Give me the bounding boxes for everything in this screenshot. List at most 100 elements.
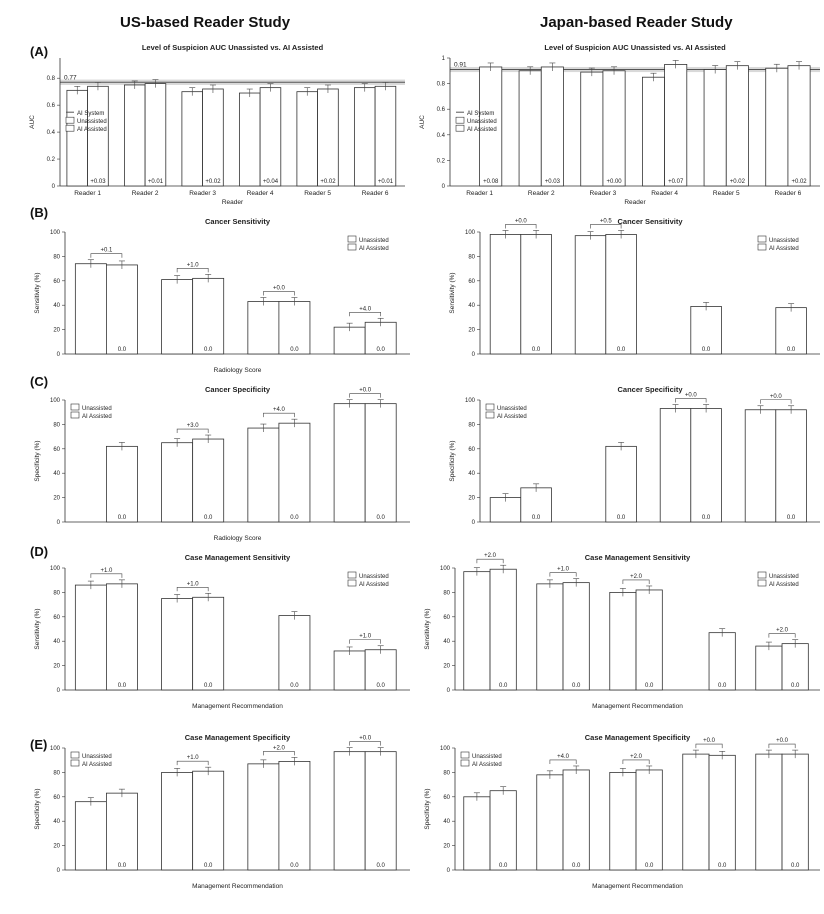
legend-swatch xyxy=(70,411,80,419)
bar-value-label: 0.0 xyxy=(791,863,800,869)
legend: AI System Unassisted AI Assisted xyxy=(65,111,107,133)
bar-unassisted xyxy=(333,403,366,523)
bar-ai-assisted xyxy=(690,306,722,355)
bracket-label: +2.0 xyxy=(776,628,789,634)
bar-value-label: 0.0 xyxy=(787,347,796,353)
bar-ai-assisted xyxy=(708,632,736,691)
y-tick-label: 40 xyxy=(468,303,475,309)
y-tick-label: 20 xyxy=(443,664,450,670)
x-axis-label: Reader xyxy=(624,199,646,206)
bar-unassisted xyxy=(161,772,194,871)
bar-value-label: +0.02 xyxy=(320,179,336,185)
chart-e-right: Case Management Specificity 0 20 40 60 80 100 S… xyxy=(424,733,820,890)
bar-value-label: +0.02 xyxy=(791,179,807,185)
y-tick-label: 0.2 xyxy=(47,157,56,163)
bar-unassisted xyxy=(333,326,366,355)
legend-swatch xyxy=(70,759,80,767)
chart-title: Cancer Specificity xyxy=(205,385,271,394)
panel-label-e: (E) xyxy=(30,737,48,752)
bracket-label: +1.0 xyxy=(187,262,200,268)
bar-value-label: +0.02 xyxy=(205,179,221,185)
bar-unassisted xyxy=(333,751,366,871)
chart-title: Case Management Sensitivity xyxy=(585,553,691,562)
x-axis-label: Radiology Score xyxy=(214,367,262,374)
legend-label: Unassisted xyxy=(359,238,389,244)
chart-title: Case Management Specificity xyxy=(185,733,291,742)
bar-ai-assisted xyxy=(278,301,311,355)
y-tick-label: 40 xyxy=(53,303,60,309)
legend-swatch xyxy=(485,411,495,419)
bar-value-label: 0.0 xyxy=(118,347,127,353)
bar-ai-assisted xyxy=(489,568,517,691)
bar-ai-assisted xyxy=(781,753,809,871)
bar-unassisted xyxy=(574,235,607,355)
chart-d-right: Case Management Sensitivity 0 20 40 60 80 100 S… xyxy=(424,553,820,710)
bar-ai-assisted xyxy=(635,589,663,691)
y-tick-label: 0 xyxy=(472,352,476,358)
y-tick-label: 80 xyxy=(468,422,475,428)
legend-label: Unassisted xyxy=(82,406,112,412)
x-tick-label: Reader 6 xyxy=(362,190,389,197)
bar-unassisted xyxy=(580,71,604,187)
x-tick-label: Reader 2 xyxy=(132,190,159,197)
bar-value-label: 0.0 xyxy=(290,347,299,353)
bracket-label: +2.0 xyxy=(484,553,497,559)
y-axis-label: Specificity (%) xyxy=(34,440,41,481)
bar-unassisted xyxy=(74,801,107,871)
x-tick-label: Reader 6 xyxy=(775,190,802,197)
bar-value-label: +0.08 xyxy=(483,179,499,185)
y-tick-label: 60 xyxy=(468,279,475,285)
chart-c-left: Cancer Specificity 0 20 40 60 80 100 Specificit… xyxy=(34,385,410,542)
significance-bracket xyxy=(176,586,209,592)
chart-a-left: Level of Suspicion AUC Unassisted vs. AI… xyxy=(29,43,405,206)
bar-unassisted xyxy=(124,84,146,187)
y-tick-label: 100 xyxy=(440,746,451,752)
bar-ai-assisted xyxy=(106,583,138,691)
bar-ai-assisted xyxy=(106,264,138,355)
bar-value-label: 0.0 xyxy=(118,683,127,689)
bar-value-label: 0.0 xyxy=(204,515,213,521)
chart-b-left: Cancer Sensitivity 0 20 40 60 80 100 Sensitivit… xyxy=(34,217,410,374)
y-tick-label: 20 xyxy=(468,496,475,502)
legend: Unassisted AI Assisted xyxy=(485,403,527,420)
y-tick-label: 80 xyxy=(443,590,450,596)
y-tick-label: 60 xyxy=(468,447,475,453)
legend: Unassisted AI Assisted xyxy=(347,571,389,588)
bar-unassisted xyxy=(74,584,107,691)
bracket-label: +0.5 xyxy=(600,218,613,224)
y-tick-label: 60 xyxy=(443,795,450,801)
bar-unassisted xyxy=(247,763,280,871)
bar-value-label: +0.02 xyxy=(730,179,746,185)
y-tick-label: 60 xyxy=(53,795,60,801)
y-tick-label: 40 xyxy=(443,639,450,645)
bar-unassisted xyxy=(659,408,692,523)
bar-ai-assisted xyxy=(708,754,736,871)
significance-bracket xyxy=(695,743,723,749)
legend-swatch xyxy=(460,759,470,767)
y-tick-label: 20 xyxy=(53,664,60,670)
bar-value-label: 0.0 xyxy=(532,515,541,521)
legend-label: Unassisted xyxy=(467,119,497,125)
legend-swatch xyxy=(455,116,465,124)
bar-value-label: 0.0 xyxy=(791,683,800,689)
significance-bracket xyxy=(549,759,577,764)
bracket-label: +2.0 xyxy=(273,745,286,751)
bar-value-label: 0.0 xyxy=(499,683,508,689)
bar-unassisted xyxy=(536,774,564,871)
bracket-label: +1.0 xyxy=(359,634,372,640)
bar-ai-assisted xyxy=(725,65,749,187)
y-tick-label: 0.8 xyxy=(47,76,56,82)
bar-value-label: +0.03 xyxy=(545,179,561,185)
bar-ai-assisted xyxy=(690,408,722,523)
legend-label: AI Assisted xyxy=(769,582,799,588)
bar-ai-assisted xyxy=(106,445,138,523)
left-study-title: US-based Reader Study xyxy=(120,14,291,31)
legend-swatch xyxy=(65,124,75,132)
bar-value-label: 0.0 xyxy=(787,515,796,521)
legend-swatch xyxy=(347,243,357,251)
y-tick-label: 60 xyxy=(443,615,450,621)
y-tick-label: 80 xyxy=(468,254,475,260)
bar-ai-assisted xyxy=(635,769,663,871)
bar-value-label: 0.0 xyxy=(645,863,654,869)
y-tick-label: 0.6 xyxy=(437,107,446,113)
